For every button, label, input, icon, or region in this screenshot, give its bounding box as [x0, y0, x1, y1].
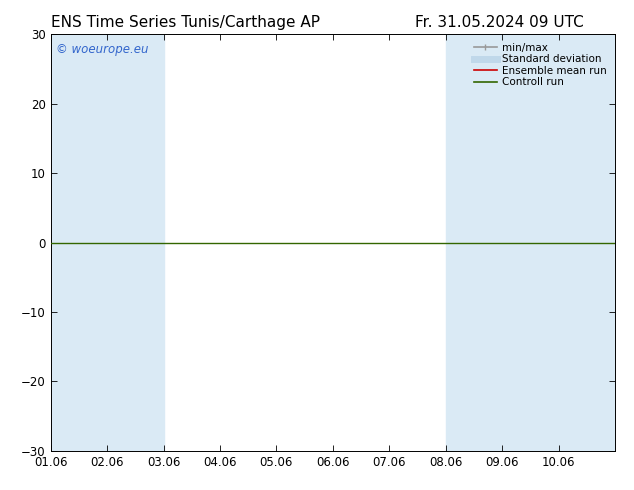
Legend: min/max, Standard deviation, Ensemble mean run, Controll run: min/max, Standard deviation, Ensemble me…: [470, 40, 610, 91]
Bar: [51, 34, 107, 451]
Text: © woeurope.eu: © woeurope.eu: [56, 43, 149, 56]
Text: ENS Time Series Tunis/Carthage AP: ENS Time Series Tunis/Carthage AP: [51, 15, 320, 30]
Bar: [446, 34, 502, 451]
Bar: [559, 34, 615, 451]
Bar: [107, 34, 164, 451]
Bar: [502, 34, 559, 451]
Text: Fr. 31.05.2024 09 UTC: Fr. 31.05.2024 09 UTC: [415, 15, 583, 30]
